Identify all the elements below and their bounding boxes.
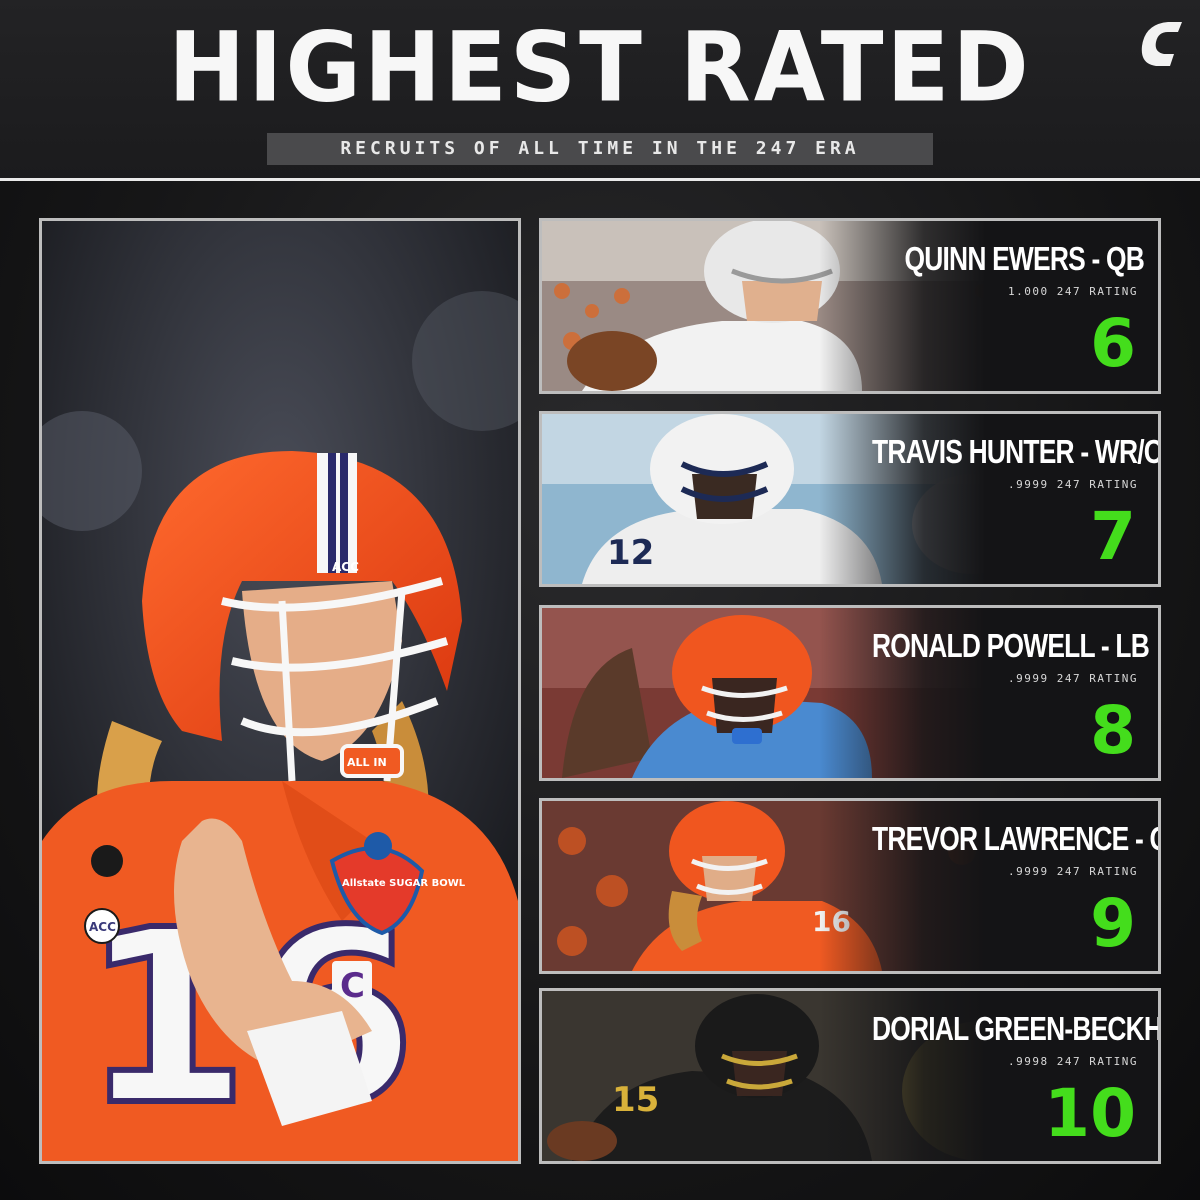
brand-logo-icon — [1141, 22, 1182, 66]
ranking-card-7: 12 TRAVIS HUNTER - WR/CB .9999 247 RATIN… — [539, 411, 1161, 587]
ranking-card-8: RONALD POWELL - LB .9999 247 RATING 8 — [539, 605, 1161, 781]
player-rating: .9999 247 RATING — [1008, 478, 1138, 491]
ranking-card-9: 16 TREVOR LAWRENCE - QB .9999 247 RATING… — [539, 798, 1161, 974]
hero-photo: 16 C Allstate SUGAR BOWL ACC ACC ALL IN — [39, 218, 521, 1164]
helmet-all-in-text: ALL IN — [347, 756, 387, 769]
ranking-card-6: QUINN EWERS - QB 1.000 247 RATING 6 — [539, 218, 1161, 394]
card-fade — [542, 801, 1158, 971]
ranking-card-10: 15 DORIAL GREEN-BECKHAM - WR .9998 247 R… — [539, 988, 1161, 1164]
svg-text:Allstate SUGAR BOWL: Allstate SUGAR BOWL — [342, 878, 466, 889]
rank-number: 8 — [1090, 692, 1136, 769]
rank-number: 7 — [1090, 498, 1136, 575]
sleeve-acc-patch: ACC — [89, 920, 116, 934]
card-fade — [542, 608, 1158, 778]
card-fade — [542, 221, 1158, 391]
page-title: HIGHEST RATED — [168, 11, 1032, 124]
player-rating: .9999 247 RATING — [1008, 672, 1138, 685]
page-subtitle: RECRUITS OF ALL TIME IN THE 247 ERA — [267, 133, 933, 165]
player-rating: .9998 247 RATING — [1008, 1055, 1138, 1068]
rank-number: 10 — [1044, 1075, 1136, 1152]
player-rating: 1.000 247 RATING — [1008, 285, 1138, 298]
player-name: TREVOR LAWRENCE - QB — [872, 820, 1161, 857]
rank-number: 6 — [1090, 305, 1136, 382]
player-name: QUINN EWERS - QB — [904, 240, 1145, 277]
player-name: DORIAL GREEN-BECKHAM - WR — [872, 1010, 1161, 1047]
rank-number: 9 — [1090, 885, 1136, 962]
player-rating: .9999 247 RATING — [1008, 865, 1138, 878]
player-name: TRAVIS HUNTER - WR/CB — [872, 433, 1161, 470]
sugar-bowl-patch: Allstate SUGAR BOWL — [329, 832, 466, 936]
card-fade — [542, 414, 1158, 584]
card-fade — [542, 991, 1158, 1161]
hero-player-illustration: 16 C Allstate SUGAR BOWL ACC ACC ALL IN — [42, 221, 518, 1161]
helmet-acc-logo: ACC — [332, 560, 359, 574]
player-name: RONALD POWELL - LB — [872, 627, 1150, 664]
